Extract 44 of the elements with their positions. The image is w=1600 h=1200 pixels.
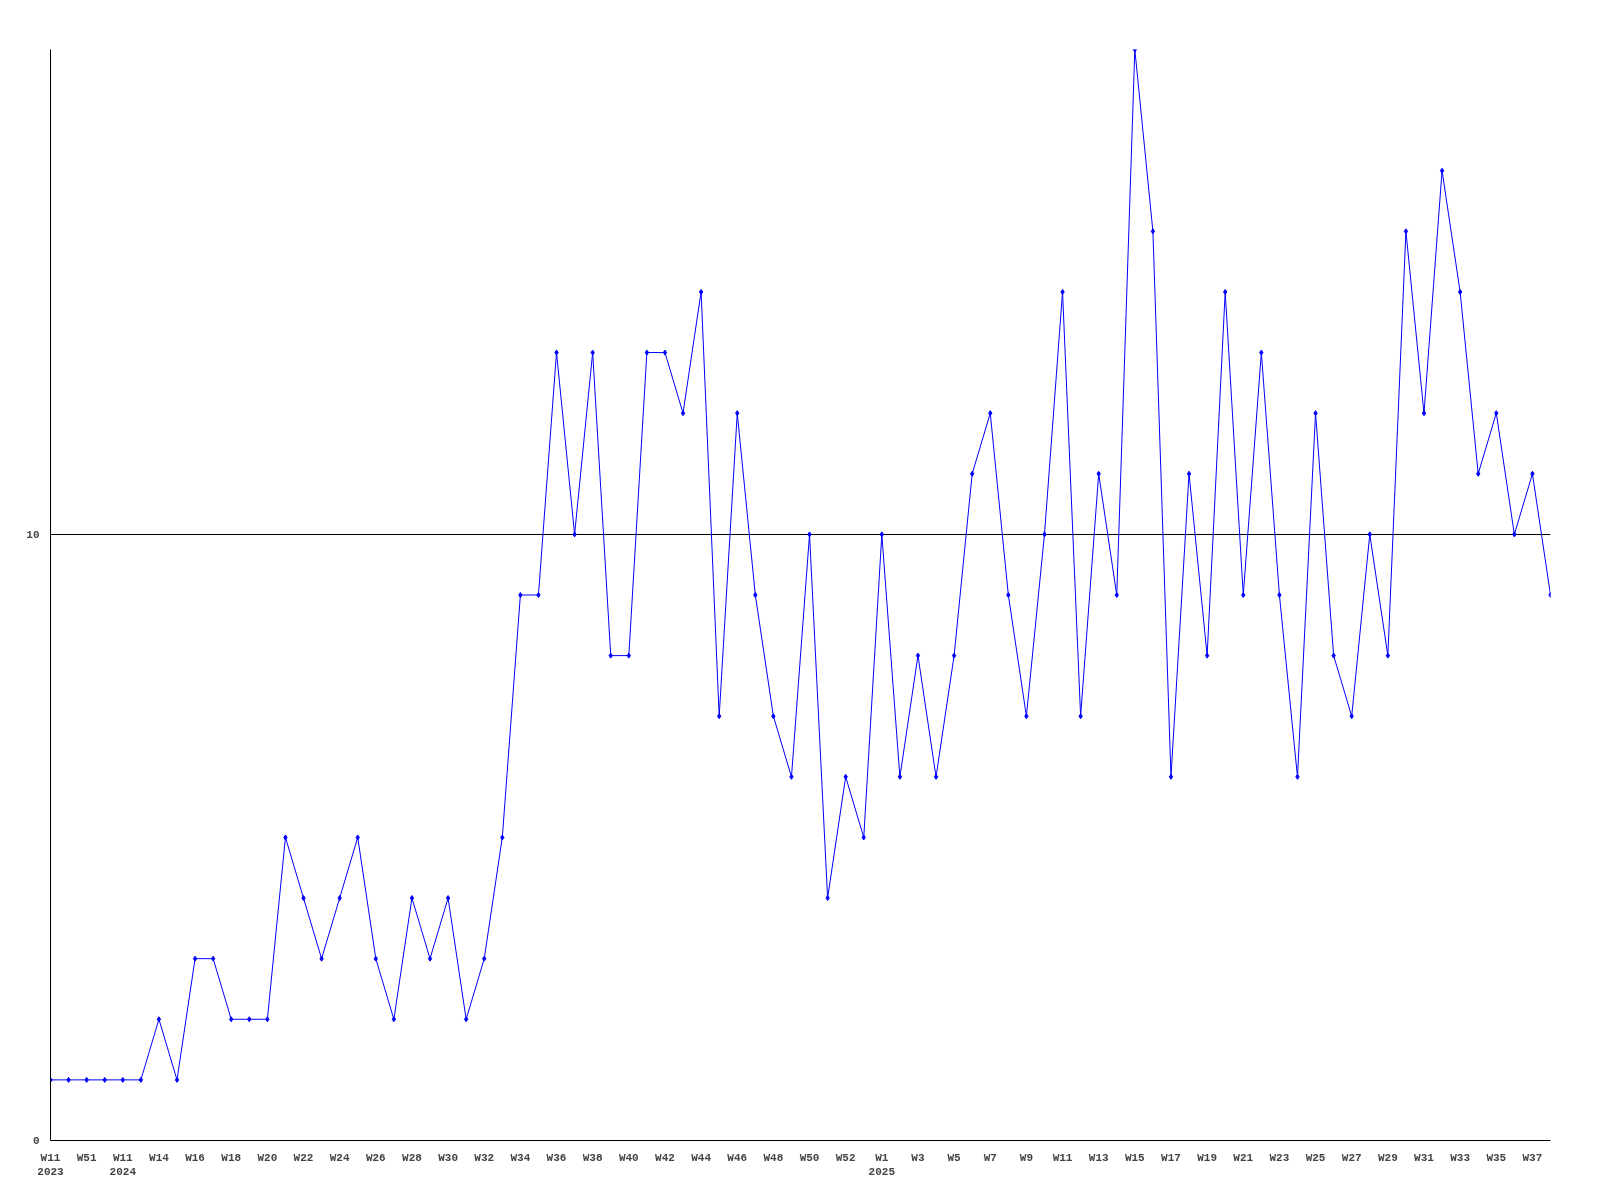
x-tick-label: W38 <box>582 1151 603 1164</box>
x-tick-label: W27 <box>1341 1151 1362 1164</box>
x-tick-label: W51 <box>76 1151 97 1164</box>
x-tick-label: W26 <box>365 1151 386 1164</box>
x-tick-label: W15 <box>1124 1151 1146 1164</box>
x-tick-label: W29 <box>1377 1151 1398 1164</box>
x-tick-label: W7 <box>983 1151 997 1164</box>
x-tick-label: W25 <box>1305 1151 1326 1164</box>
y-tick-label: 10 <box>26 528 40 541</box>
x-tick-label: W18 <box>221 1151 242 1164</box>
x-tick-label: W46 <box>727 1151 748 1164</box>
x-tick-label: W23 <box>1269 1151 1290 1164</box>
x-tick-label: W50 <box>799 1151 820 1164</box>
x-tick-label: W32 <box>474 1151 495 1164</box>
x-tick-label: W11 <box>1052 1151 1073 1164</box>
x-tick-label: W13 <box>1088 1151 1109 1164</box>
x-tick-label: W30 <box>438 1151 458 1164</box>
x-tick-label: W14 <box>149 1151 170 1164</box>
x-tick-label: W24 <box>329 1151 350 1164</box>
x-tick-label: W40 <box>618 1151 639 1164</box>
x-tick-label: W3 <box>911 1151 925 1164</box>
x-tick-label: W33 <box>1450 1151 1471 1164</box>
x-tick-label: W36 <box>546 1151 567 1164</box>
x-tick-label: W44 <box>691 1151 712 1164</box>
x-tick-label: W17 <box>1161 1151 1181 1164</box>
x-tick-label: W22 <box>293 1151 314 1164</box>
x-tick-label: W11 2023 <box>37 1151 65 1178</box>
x-tick-label: W52 <box>835 1151 856 1164</box>
x-tick-label: W28 <box>402 1151 423 1164</box>
y-tick-label: 0 <box>32 1135 40 1147</box>
x-tick-label: W37 <box>1522 1151 1543 1164</box>
x-tick-label: W31 <box>1414 1151 1435 1164</box>
x-tick-label: W20 <box>257 1151 278 1164</box>
x-tick-label: W48 <box>763 1151 784 1164</box>
x-tick-label: W5 <box>947 1151 962 1164</box>
x-tick-label: W21 <box>1233 1151 1254 1164</box>
x-tick-label: W9 <box>1019 1151 1034 1164</box>
x-tick-label: W11 2024 <box>109 1151 137 1178</box>
x-tick-label: W19 <box>1197 1151 1218 1164</box>
x-tick-label: W42 <box>655 1151 675 1164</box>
x-tick-label: W1 2025 <box>868 1151 896 1178</box>
x-tick-label: W16 <box>185 1151 205 1164</box>
x-tick-label: W34 <box>510 1151 531 1164</box>
x-tick-label: W35 <box>1486 1151 1507 1164</box>
